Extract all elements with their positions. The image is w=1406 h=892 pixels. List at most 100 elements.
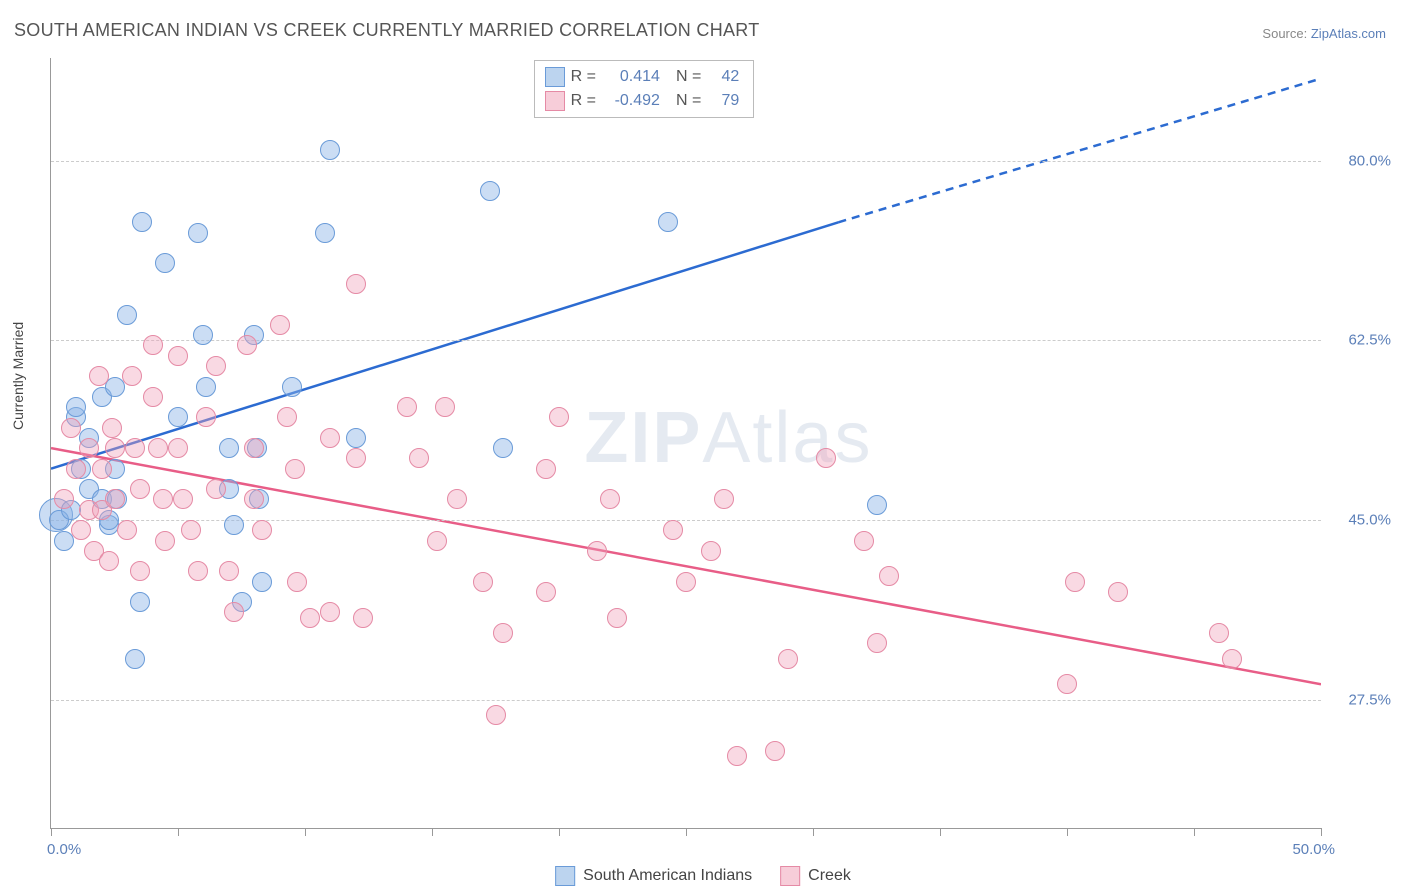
scatter-point <box>206 479 226 499</box>
scatter-point <box>1209 623 1229 643</box>
scatter-point <box>1057 674 1077 694</box>
scatter-point <box>879 566 899 586</box>
y-axis-label: Currently Married <box>10 322 26 430</box>
scatter-point <box>143 387 163 407</box>
scatter-point <box>168 407 188 427</box>
scatter-point <box>143 335 163 355</box>
scatter-point <box>600 489 620 509</box>
scatter-point <box>54 489 74 509</box>
scatter-point <box>168 438 188 458</box>
legend-label: South American Indians <box>583 867 752 885</box>
scatter-point <box>188 561 208 581</box>
n-label: N = <box>676 65 701 89</box>
y-tick-label: 80.0% <box>1331 152 1391 169</box>
scatter-point <box>219 438 239 458</box>
source-attribution: Source: ZipAtlas.com <box>1262 26 1386 41</box>
scatter-point <box>658 212 678 232</box>
scatter-point <box>153 489 173 509</box>
scatter-point <box>99 551 119 571</box>
scatter-point <box>130 561 150 581</box>
scatter-point <box>486 705 506 725</box>
x-tick <box>1321 828 1322 836</box>
scatter-point <box>320 140 340 160</box>
scatter-point <box>132 212 152 232</box>
r-value: 0.414 <box>602 65 660 89</box>
scatter-point <box>61 418 81 438</box>
scatter-point <box>168 346 188 366</box>
scatter-point <box>252 572 272 592</box>
scatter-point <box>867 495 887 515</box>
scatter-point <box>125 438 145 458</box>
scatter-point <box>816 448 836 468</box>
scatter-point <box>117 520 137 540</box>
n-label: N = <box>676 89 701 113</box>
y-tick-label: 45.0% <box>1331 512 1391 529</box>
scatter-point <box>193 325 213 345</box>
scatter-point <box>224 602 244 622</box>
legend-item: Creek <box>780 866 851 886</box>
scatter-point <box>493 438 513 458</box>
x-tick <box>51 828 52 836</box>
scatter-point <box>346 274 366 294</box>
scatter-point <box>447 489 467 509</box>
source-link[interactable]: ZipAtlas.com <box>1311 26 1386 41</box>
x-axis-max: 50.0% <box>1292 841 1335 858</box>
scatter-point <box>473 572 493 592</box>
scatter-point <box>1065 572 1085 592</box>
scatter-point <box>409 448 429 468</box>
scatter-point <box>89 366 109 386</box>
source-label: Source: <box>1262 26 1307 41</box>
scatter-point <box>765 741 785 761</box>
scatter-point <box>270 315 290 335</box>
scatter-point <box>66 459 86 479</box>
x-tick <box>432 828 433 836</box>
scatter-point <box>117 305 137 325</box>
scatter-chart: ZIPAtlas R =0.414N =42R =-0.492N =79 0.0… <box>50 58 1321 829</box>
scatter-point <box>480 181 500 201</box>
scatter-point <box>536 459 556 479</box>
scatter-point <box>105 438 125 458</box>
legend-label: Creek <box>808 867 851 885</box>
scatter-point <box>188 223 208 243</box>
scatter-point <box>701 541 721 561</box>
scatter-point <box>320 428 340 448</box>
scatter-point <box>353 608 373 628</box>
scatter-point <box>105 489 125 509</box>
scatter-point <box>66 397 86 417</box>
scatter-point <box>173 489 193 509</box>
scatter-point <box>663 520 683 540</box>
x-tick <box>1067 828 1068 836</box>
legend-swatch <box>545 67 565 87</box>
scatter-point <box>277 407 297 427</box>
scatter-point <box>148 438 168 458</box>
x-tick <box>813 828 814 836</box>
scatter-point <box>315 223 335 243</box>
scatter-point <box>196 407 216 427</box>
scatter-point <box>206 356 226 376</box>
r-label: R = <box>571 89 596 113</box>
scatter-point <box>427 531 447 551</box>
scatter-point <box>282 377 302 397</box>
legend-swatch <box>780 866 800 886</box>
scatter-point <box>346 428 366 448</box>
scatter-point <box>130 479 150 499</box>
scatter-point <box>102 418 122 438</box>
scatter-point <box>346 448 366 468</box>
gridline <box>51 700 1321 701</box>
legend-swatch <box>545 91 565 111</box>
stats-legend: R =0.414N =42R =-0.492N =79 <box>534 60 755 118</box>
r-label: R = <box>571 65 596 89</box>
scatter-point <box>320 602 340 622</box>
scatter-point <box>224 515 244 535</box>
scatter-point <box>867 633 887 653</box>
scatter-point <box>285 459 305 479</box>
scatter-point <box>155 253 175 273</box>
n-value: 42 <box>707 65 739 89</box>
scatter-point <box>155 531 175 551</box>
scatter-point <box>54 531 74 551</box>
x-tick <box>940 828 941 836</box>
scatter-point <box>727 746 747 766</box>
scatter-point <box>125 649 145 669</box>
scatter-point <box>287 572 307 592</box>
stats-row: R =0.414 N =42 <box>545 65 740 89</box>
